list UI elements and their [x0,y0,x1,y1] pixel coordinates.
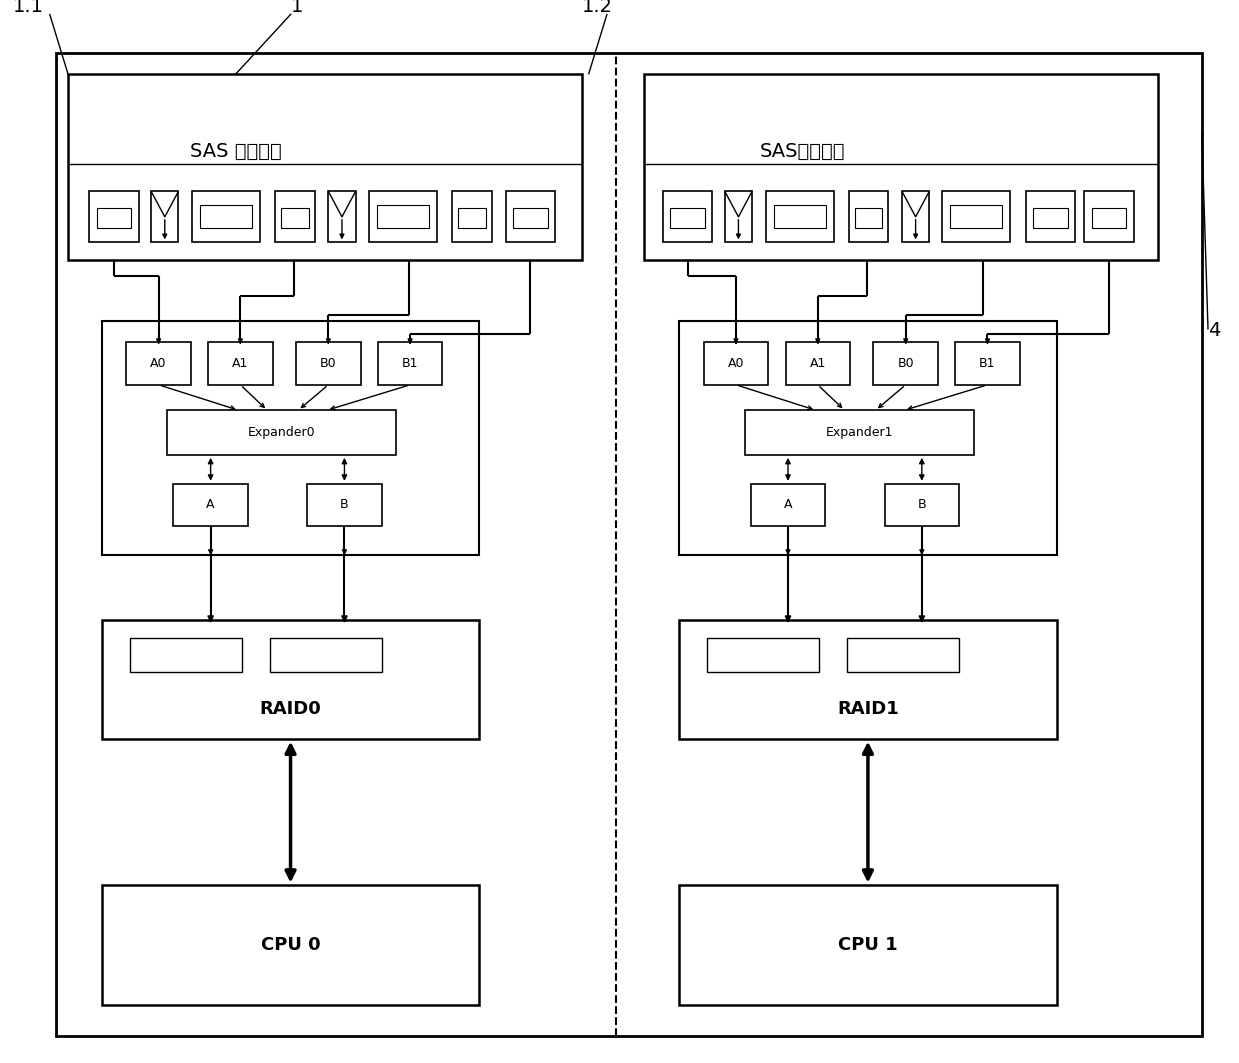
Bar [151,191,178,242]
Bar [89,191,139,242]
Text: 4: 4 [1208,321,1220,340]
Bar [275,191,315,242]
Text: RAID0: RAID0 [260,701,321,718]
Text: A1: A1 [809,357,826,370]
Bar [173,484,248,526]
Bar [847,638,959,672]
Bar [942,191,1010,242]
Bar [513,207,548,229]
Bar [102,885,479,1005]
Bar [950,205,1001,229]
Text: 1.2: 1.2 [582,0,613,16]
Text: RAID1: RAID1 [838,701,898,718]
Text: 1: 1 [291,0,304,16]
Text: B1: B1 [401,357,419,370]
Bar [679,885,1057,1005]
Bar [270,638,382,672]
Text: Expander0: Expander0 [248,426,316,439]
Bar [126,342,191,385]
Bar [679,321,1057,555]
Text: SAS磁盘阵列: SAS磁盘阵列 [760,141,846,161]
Text: A: A [784,499,792,511]
Bar [68,74,582,260]
Bar [679,620,1057,739]
Bar [885,484,959,526]
Bar [102,620,479,739]
Bar [725,191,752,242]
Bar [506,191,555,242]
Bar [1092,207,1126,229]
Bar [369,191,437,242]
Text: 1.1: 1.1 [12,0,43,16]
Bar [751,484,825,526]
Text: Expander1: Expander1 [825,426,893,439]
Text: B: B [918,499,926,511]
Text: SAS 磁盘阵列: SAS 磁盘阵列 [190,141,281,161]
Text: A1: A1 [232,357,249,370]
Bar [774,205,825,229]
Bar [955,342,1020,385]
Bar [704,342,768,385]
Text: A: A [207,499,214,511]
Bar [378,342,442,385]
Bar [307,484,382,526]
Bar [902,191,929,242]
Bar [670,207,705,229]
Bar [208,342,273,385]
Bar [201,205,252,229]
Bar [102,321,479,555]
Text: B0: B0 [320,357,337,370]
Bar [281,207,309,229]
Bar [707,638,819,672]
Bar [786,342,850,385]
Text: A0: A0 [727,357,745,370]
Text: CPU 1: CPU 1 [838,937,898,954]
Bar [766,191,834,242]
Bar [452,191,492,242]
Text: A0: A0 [150,357,167,370]
Bar [130,638,242,672]
Bar [1026,191,1075,242]
Bar [296,342,361,385]
Bar [644,74,1158,260]
Bar [167,410,396,455]
Bar [378,205,429,229]
Bar [192,191,260,242]
Bar [855,207,882,229]
Bar [663,191,712,242]
Bar [1033,207,1068,229]
Bar [458,207,486,229]
Text: B: B [341,499,348,511]
Text: CPU 0: CPU 0 [260,937,321,954]
Text: B1: B1 [979,357,996,370]
Bar [1084,191,1134,242]
Bar [849,191,888,242]
Bar [745,410,974,455]
Bar [97,207,131,229]
Bar [873,342,938,385]
Text: B0: B0 [897,357,914,370]
Bar [328,191,356,242]
